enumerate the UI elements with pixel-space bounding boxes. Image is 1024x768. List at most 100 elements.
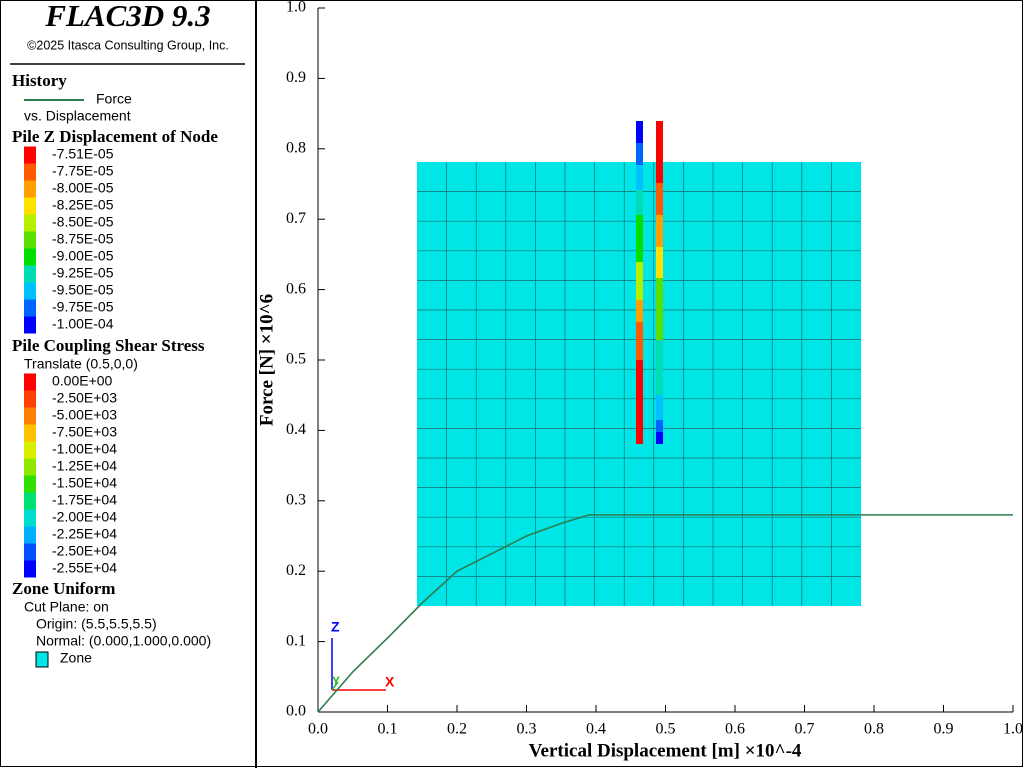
pile-segment	[636, 262, 643, 300]
legend-label: -8.50E-05	[52, 214, 114, 230]
axis-y	[331, 681, 339, 691]
x-tick-label: 0.8	[864, 721, 884, 738]
model-view: Z Y X	[331, 121, 861, 691]
pile-segment	[656, 121, 663, 183]
legend-label: -9.25E-05	[52, 265, 114, 281]
x-tick-label: 0.7	[795, 721, 815, 738]
legend-label: 0.00E+00	[52, 373, 113, 389]
pile-segment	[656, 183, 663, 215]
y-tick-label: 0.2	[286, 562, 306, 579]
legend-label: -1.25E+04	[52, 458, 117, 474]
pile-segment	[636, 322, 643, 360]
legend-label: -2.50E+03	[52, 390, 117, 406]
legend-swatch	[24, 146, 36, 164]
x-tick-label: 0.4	[586, 721, 606, 738]
x-tick-label: 0.3	[517, 721, 537, 738]
pile-segment	[636, 360, 643, 444]
y-tick-label: 0.9	[286, 69, 306, 86]
pile-segment	[636, 143, 643, 165]
x-tick-label: 0.9	[934, 721, 954, 738]
axis-label: X	[385, 674, 395, 690]
legend-swatch	[24, 231, 36, 249]
legend-swatch	[24, 458, 36, 476]
x-tick-label: 0.2	[447, 721, 467, 738]
legend-swatch	[24, 214, 36, 232]
legend-swatch	[24, 282, 36, 300]
section-header: Zone Uniform	[12, 579, 115, 598]
pile-segment	[656, 340, 663, 395]
section-header: History	[12, 71, 67, 90]
legend-swatch	[24, 424, 36, 442]
data-line	[317, 514, 1013, 713]
legend-swatch	[24, 475, 36, 493]
legend-label: -2.50E+04	[52, 543, 117, 559]
legend-label: -8.75E-05	[52, 231, 114, 247]
y-tick-label: 0.8	[286, 139, 306, 156]
legend-label: -8.00E-05	[52, 180, 114, 196]
x-tick-label: 0.0	[308, 721, 328, 738]
y-tick-label: 0.5	[286, 351, 306, 368]
x-tick-label: 0.1	[378, 721, 398, 738]
pile-segment	[636, 190, 643, 215]
x-axis-title: Vertical Displacement [m] ×10^-4	[529, 740, 802, 761]
legend-swatch	[24, 197, 36, 215]
pile-segment	[636, 165, 643, 190]
legend-label: -7.51E-05	[52, 146, 114, 162]
legend-label: -2.00E+04	[52, 509, 117, 525]
section-header: Pile Z Displacement of Node	[12, 127, 218, 146]
legend-swatch	[24, 248, 36, 266]
legend-entry: Zone	[60, 650, 92, 666]
legend-label: -2.25E+04	[52, 526, 117, 542]
legend-label: -1.75E+04	[52, 492, 117, 508]
legend-label: -9.50E-05	[52, 282, 114, 298]
app-title: FLAC3D 9.3	[44, 0, 210, 33]
axis-label: Z	[331, 619, 340, 635]
legend-swatch	[24, 265, 36, 283]
pile-segment	[656, 395, 663, 420]
pile-segment	[636, 300, 643, 322]
y-tick-label: 0.4	[286, 421, 306, 438]
legend-caption: Cut Plane: on	[24, 599, 109, 615]
legend-caption: Origin: (5.5,5.5,5.5)	[36, 616, 157, 632]
x-tick-label: 1.0	[1003, 721, 1023, 738]
legend-label: -7.50E+03	[52, 424, 117, 440]
legend-swatch	[24, 163, 36, 181]
x-tick-label: 0.5	[656, 721, 676, 738]
pile-segment	[656, 215, 663, 247]
legend-swatch	[24, 390, 36, 408]
pile-segment	[656, 247, 663, 278]
legend-panel: FLAC3D 9.3 ©2025 Itasca Consulting Group…	[10, 0, 245, 668]
legend-swatch	[24, 560, 36, 578]
legend-label: -7.75E-05	[52, 163, 114, 179]
pile-segment	[636, 215, 643, 262]
legend-label: -1.50E+04	[52, 475, 117, 491]
legend-swatch	[24, 180, 36, 198]
y-tick-label: 0.6	[286, 280, 306, 297]
legend-label: -8.25E-05	[52, 197, 114, 213]
y-tick-label: 0.7	[286, 210, 306, 227]
pile-segment	[636, 121, 643, 143]
legend-swatch	[24, 407, 36, 425]
pile-segment	[656, 432, 663, 444]
legend-swatch	[24, 441, 36, 459]
pile-segment	[656, 420, 663, 432]
legend-swatch	[24, 492, 36, 510]
legend-swatch	[24, 509, 36, 527]
legend-swatch	[24, 543, 36, 561]
legend-entry: Force	[96, 91, 132, 107]
section-header: Pile Coupling Shear Stress	[12, 336, 205, 355]
y-tick-label: 0.1	[286, 632, 306, 649]
legend-label: -2.55E+04	[52, 560, 117, 576]
legend-swatch	[24, 373, 36, 391]
plot: Vertical Displacement [m] ×10^-4 Force […	[256, 0, 1023, 761]
legend-label: -1.00E-04	[52, 316, 114, 332]
legend-caption: Normal: (0.000,1.000,0.000)	[36, 633, 211, 649]
axis-label: Y	[332, 674, 340, 688]
legend-caption: vs. Displacement	[24, 108, 131, 124]
x-tick-label: 0.6	[725, 721, 745, 738]
legend-label: -1.00E+04	[52, 441, 117, 457]
legend-swatch	[24, 526, 36, 544]
legend-swatch	[35, 651, 49, 668]
